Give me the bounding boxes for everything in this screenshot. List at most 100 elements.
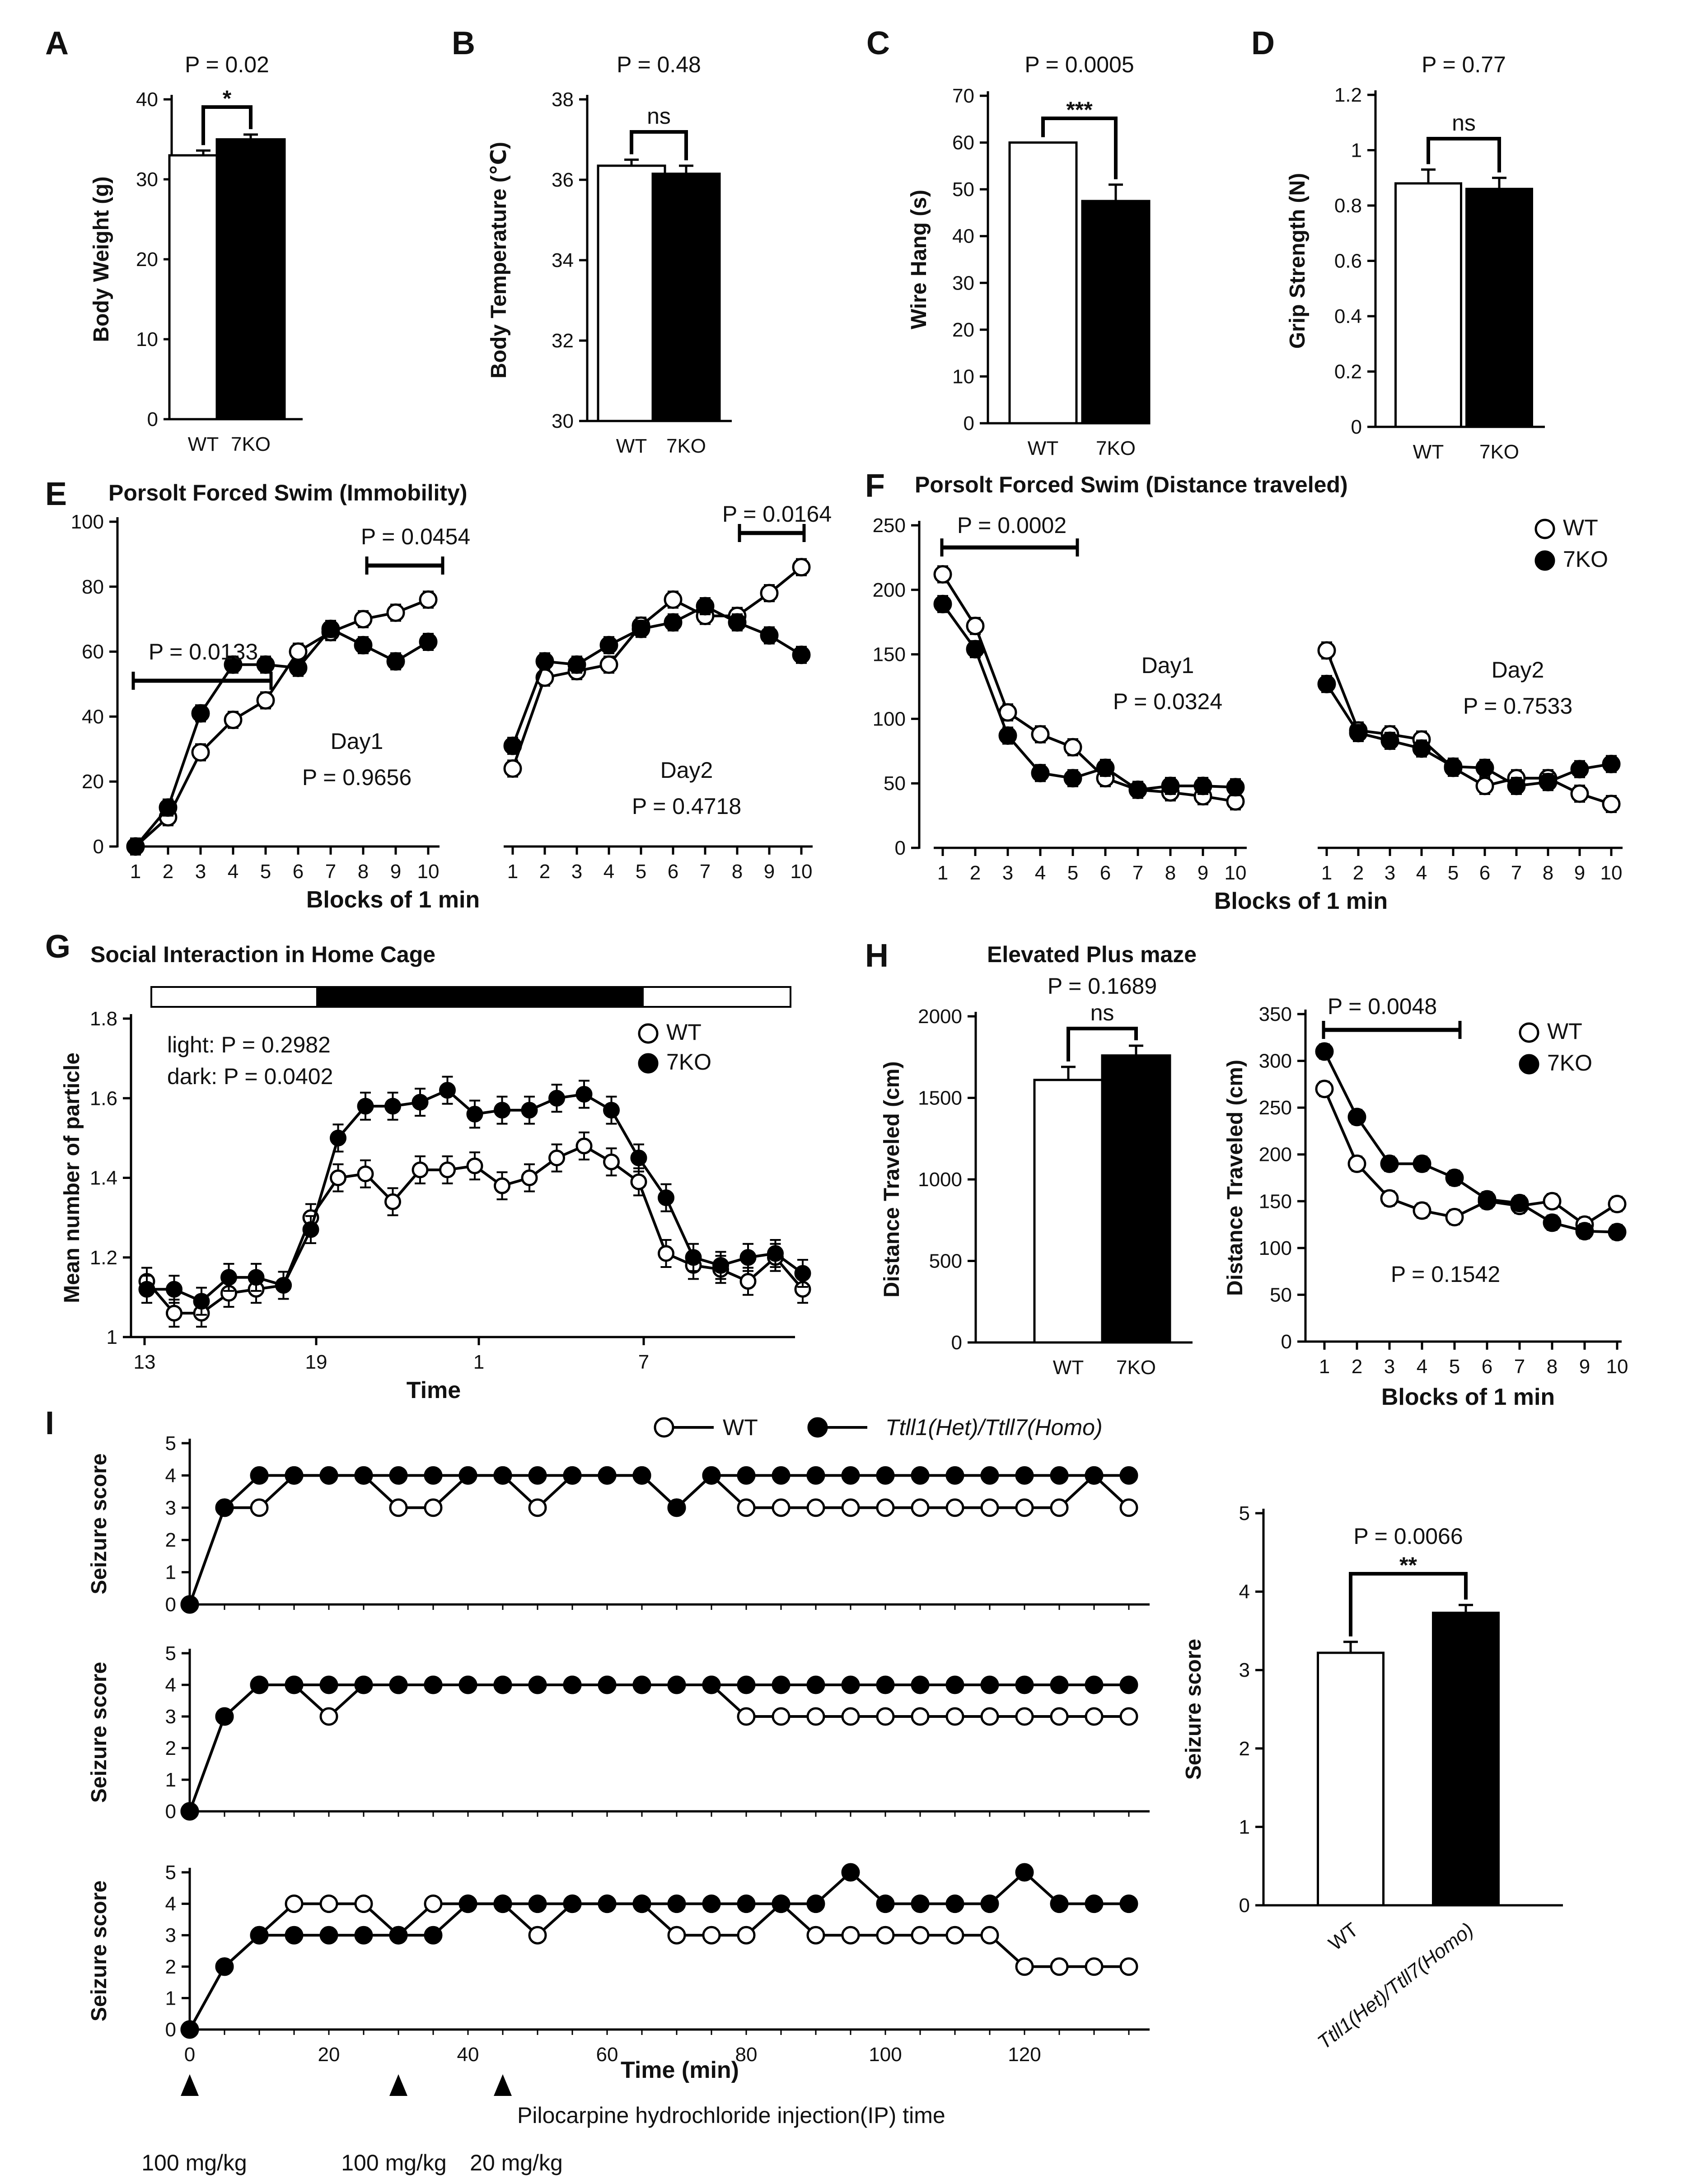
panel-I3-KO-point <box>458 1894 477 1913</box>
light-p-value: light: P = 0.2982 <box>167 1032 331 1057</box>
panel-I1-KO-point <box>424 1466 443 1485</box>
panel-E-day1-7KO-point <box>159 798 178 817</box>
panel-F-day1-7KO-point <box>966 640 985 659</box>
panel-H2-WT-point <box>1413 1201 1431 1220</box>
panel-I2-y-axis-tick-label: 4 <box>165 1674 176 1696</box>
panel-F-day1-7KO-line <box>941 603 1236 791</box>
panel-G-7KO-point <box>575 1085 593 1103</box>
panel-G-y-axis-tick-label: 1.4 <box>90 1167 117 1189</box>
panel-I1-KO-point <box>458 1466 477 1485</box>
panel-F-day2-7KO-point <box>1444 757 1463 776</box>
panel-H2-y-axis-tick-label: 50 <box>1270 1284 1292 1306</box>
panel-title: Porsolt Forced Swim (Distance traveled) <box>915 472 1348 497</box>
legend-7ko-marker <box>1519 1054 1539 1075</box>
x-tick-label: 9 <box>1198 862 1208 884</box>
panel-I1-KO-point <box>598 1466 617 1485</box>
panel-A-y-axis-tick-label: 30 <box>136 168 158 191</box>
panel-E-day1-7KO-point <box>224 655 243 674</box>
x-tick-label: 3 <box>1385 862 1395 884</box>
injection-dose: 100 mg/kg <box>341 2150 446 2175</box>
panel-I1-WT-point <box>806 1498 825 1517</box>
significance-marker: ** <box>1399 1553 1417 1578</box>
panel-I3-KO-point <box>598 1894 617 1913</box>
panel-I2-KO-line <box>188 1684 1129 1812</box>
panel-I3-WT-point <box>702 1926 721 1945</box>
panel-I1-KO-point <box>737 1466 756 1485</box>
panel-E-day1-WT-point <box>354 610 373 629</box>
x-category-label: 7KO <box>1116 1356 1156 1379</box>
panel-E-day1-WT-point <box>191 743 210 762</box>
panel-G-7KO-point <box>138 1281 155 1298</box>
panel-B-y-axis-tick-label: 38 <box>552 89 574 111</box>
panel-F-day2-7KO-point <box>1570 760 1589 779</box>
panel-I2-y-axis-tick-label: 0 <box>165 1801 176 1823</box>
panel-G-y-axis-tick-label: 1.2 <box>90 1247 117 1269</box>
panel-G-WT-point <box>658 1245 674 1262</box>
panel-F-day1-WT-point <box>1063 738 1082 757</box>
panel-G-7KO-point <box>739 1249 757 1266</box>
significance-marker: ns <box>1452 110 1476 136</box>
panel-F-day2-7KO-line <box>1325 683 1612 788</box>
panel-I3-KO-point <box>1119 1894 1138 1913</box>
x-tick-label: 40 <box>457 2044 479 2066</box>
panel-I3-WT-point <box>354 1894 373 1913</box>
panel-I2-KO-point <box>632 1675 651 1694</box>
panel-I1-KO-point <box>911 1466 930 1485</box>
panel-I3-KO-point <box>632 1894 651 1913</box>
panel-F-day1-7KO-point <box>1226 778 1245 797</box>
panel-I1-KO-point <box>528 1466 547 1485</box>
x-tick-label: 13 <box>134 1351 156 1373</box>
panel-I1-y-axis-tick-label: 2 <box>165 1529 176 1551</box>
panel-I2-KO-point <box>737 1675 756 1694</box>
panel-G-WT-point <box>494 1177 510 1194</box>
panel-I1-KO-point <box>285 1466 304 1485</box>
x-tick-label: 7 <box>638 1351 649 1373</box>
panel-I1-WT-point <box>424 1498 443 1517</box>
day-label: Day2 <box>1492 657 1544 683</box>
panel-I1-KO-point <box>667 1498 686 1517</box>
panel-H2-WT-point <box>1543 1192 1562 1211</box>
panel-H2-7KO-point <box>1543 1213 1562 1232</box>
panel-D-y-axis-tick-label: 0.6 <box>1334 250 1362 272</box>
panel-I1-KO-point <box>563 1466 582 1485</box>
x-tick-label: 10 <box>1225 862 1247 884</box>
panel-B-y-axis-tick-label: 32 <box>552 330 574 352</box>
panel-A-y-axis-tick-label: 40 <box>136 89 158 111</box>
dark-phase-bar <box>316 987 644 1007</box>
p-value: P = 0.48 <box>617 52 701 77</box>
significance-marker: ns <box>647 103 671 129</box>
panel-C-y-axis-tick-label: 60 <box>952 132 974 154</box>
panel-H2-7KO-point <box>1478 1190 1497 1209</box>
panel-G-y-axis-tick-label: 1.8 <box>90 1008 117 1030</box>
panel-label-I: I <box>45 1405 54 1441</box>
x-tick-label: 6 <box>1482 1356 1492 1378</box>
panel-I1-KO-point <box>632 1466 651 1485</box>
x-axis-label: Blocks of 1 min <box>1381 1384 1555 1410</box>
panel-I1-KO-point <box>876 1466 895 1485</box>
panel-I1-WT-point <box>1015 1498 1034 1517</box>
x-tick-label: 4 <box>1416 862 1427 884</box>
panel-B-y-axis-tick-label: 30 <box>552 410 574 432</box>
panel-I1-y-axis-tick-label: 4 <box>165 1464 176 1487</box>
panel-E-day2-WT-point <box>503 759 522 778</box>
x-tick-label: 6 <box>1100 862 1111 884</box>
panel-A-y-axis-tick-label: 10 <box>136 328 158 351</box>
panel-I1-KO-point <box>1119 1466 1138 1485</box>
x-tick-label: 9 <box>1574 862 1585 884</box>
panel-I2-WT-point <box>1085 1707 1104 1726</box>
panel-I2-y-axis-tick-label: 5 <box>165 1642 176 1665</box>
panel-G-7KO-point <box>521 1102 538 1119</box>
x-tick-label: 9 <box>390 861 401 883</box>
panel-I2-WT-point <box>1050 1707 1069 1726</box>
x-tick-label: 2 <box>970 862 981 884</box>
panel-F-day1-WT-point <box>933 565 952 584</box>
panel-I2-y-axis-tick-label: 0 <box>1239 1894 1250 1917</box>
panel-E-day2-7KO-point <box>792 645 811 664</box>
x-tick-label: 8 <box>1547 1356 1558 1378</box>
x-tick-label: 4 <box>1035 862 1046 884</box>
panel-I2-KO-point <box>493 1675 512 1694</box>
x-tick-label: 120 <box>1008 2044 1041 2066</box>
panel-I2-WT-line <box>188 1684 1129 1812</box>
panel-H1-y-axis-tick-label: 2000 <box>918 1005 962 1028</box>
